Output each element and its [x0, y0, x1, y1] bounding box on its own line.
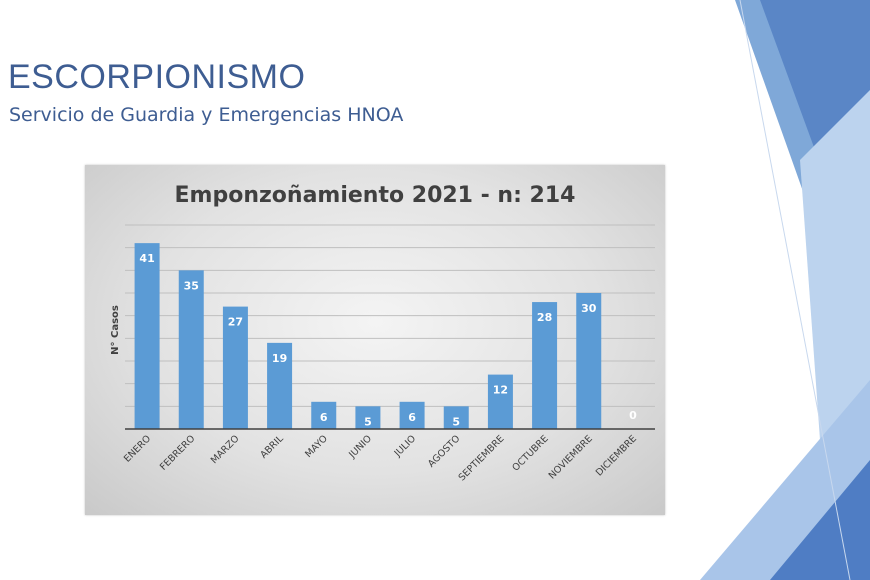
- bar-julio: [399, 401, 425, 429]
- data-label: 19: [272, 352, 287, 365]
- bar-agosto: [443, 406, 469, 429]
- data-label: 27: [228, 316, 243, 329]
- x-tick-label: NOVIEMBRE: [547, 433, 595, 481]
- chart-title: Emponzoñamiento 2021 - n: 214: [174, 183, 576, 208]
- x-tick-label: FEBRERO: [158, 433, 197, 472]
- bar-enero: [134, 243, 160, 429]
- slide-title: ESCORPIONISMO: [8, 58, 306, 96]
- bar-abril: [267, 342, 293, 429]
- data-label: 5: [364, 415, 372, 428]
- data-label: 12: [493, 384, 508, 397]
- chart-panel: Emponzoñamiento 2021 - n: 214 N° Casos 41…: [85, 165, 665, 515]
- slide-subtitle: Servicio de Guardia y Emergencias HNOA: [9, 104, 404, 126]
- x-tick-label: DICIEMBRE: [594, 433, 639, 478]
- deco-line: [739, 0, 851, 580]
- data-label: 5: [452, 415, 460, 428]
- bar-junio: [355, 406, 381, 429]
- data-label: 28: [537, 311, 552, 324]
- x-tick-label: MARZO: [209, 433, 242, 466]
- x-tick-label: OCTUBRE: [510, 433, 550, 473]
- x-tick-label: ABRIL: [258, 433, 286, 461]
- bar-mayo: [311, 401, 337, 429]
- x-tick-label: JUNIO: [346, 433, 374, 461]
- data-label: 35: [184, 279, 199, 292]
- bar-febrero: [178, 270, 204, 429]
- bar-noviembre: [576, 293, 602, 429]
- bar-marzo: [222, 306, 248, 429]
- bar-octubre: [532, 302, 558, 429]
- x-tick-label: ENERO: [122, 433, 153, 464]
- x-tick-label: JULIO: [392, 433, 418, 459]
- bar-septiembre: [487, 374, 513, 429]
- y-axis-label: N° Casos: [110, 305, 121, 355]
- x-tick-label: SEPTIEMBRE: [457, 433, 507, 483]
- x-tick-label: MAYO: [303, 433, 330, 460]
- data-label: 0: [629, 409, 637, 422]
- data-label: 6: [408, 411, 416, 424]
- bar-chart: N° Casos 41 ENERO 35 FEBRERO 27 MARZO 19 ABRIL 6 M…: [110, 224, 655, 483]
- data-label: 30: [581, 302, 597, 315]
- data-label: 6: [320, 411, 328, 424]
- x-tick-label: AGOSTO: [426, 433, 462, 469]
- data-label: 41: [139, 252, 154, 265]
- deco-band-corner: [770, 460, 870, 580]
